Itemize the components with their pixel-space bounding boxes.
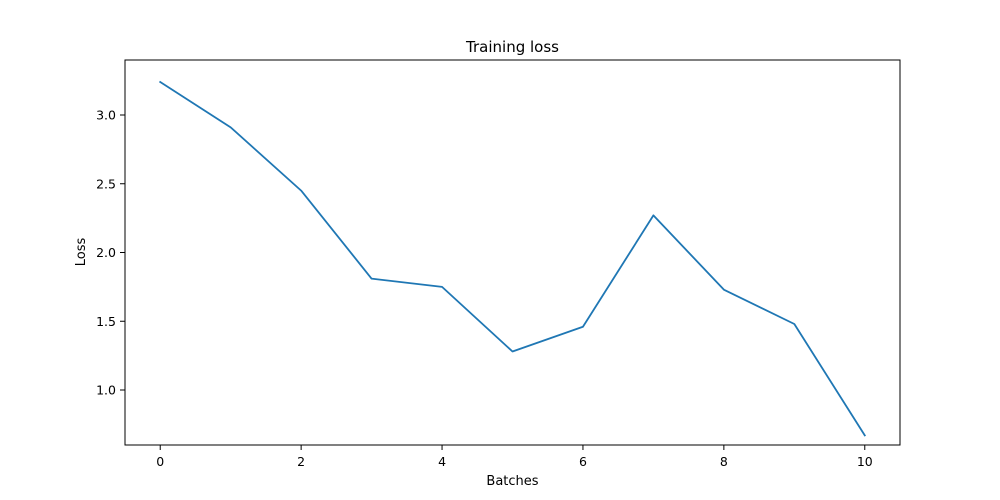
x-tick-label: 0 bbox=[156, 454, 164, 469]
plot-frame bbox=[124, 59, 901, 446]
plot-area bbox=[125, 60, 900, 445]
x-tick-label: 10 bbox=[857, 454, 873, 469]
y-tick-label: 1.0 bbox=[96, 383, 116, 398]
series-layer bbox=[158, 80, 867, 437]
x-tick-label: 6 bbox=[579, 454, 587, 469]
y-tick-label: 2.0 bbox=[96, 245, 116, 260]
ticks-layer: 0 2 4 6 8 10 1.0 1.5 2.0 2.5 3.0 bbox=[96, 108, 873, 470]
y-tick-label: 3.0 bbox=[96, 108, 116, 123]
x-tick-label: 4 bbox=[438, 454, 446, 469]
x-axis-label: Batches bbox=[486, 474, 538, 489]
x-tick-label: 2 bbox=[297, 454, 305, 469]
y-tick-label: 1.5 bbox=[96, 314, 116, 329]
chart-title: Training loss bbox=[465, 38, 559, 56]
y-tick-label: 2.5 bbox=[96, 176, 116, 191]
x-tick-label: 8 bbox=[720, 454, 728, 469]
y-axis-label: Loss bbox=[74, 238, 89, 267]
series-line bbox=[158, 80, 867, 437]
